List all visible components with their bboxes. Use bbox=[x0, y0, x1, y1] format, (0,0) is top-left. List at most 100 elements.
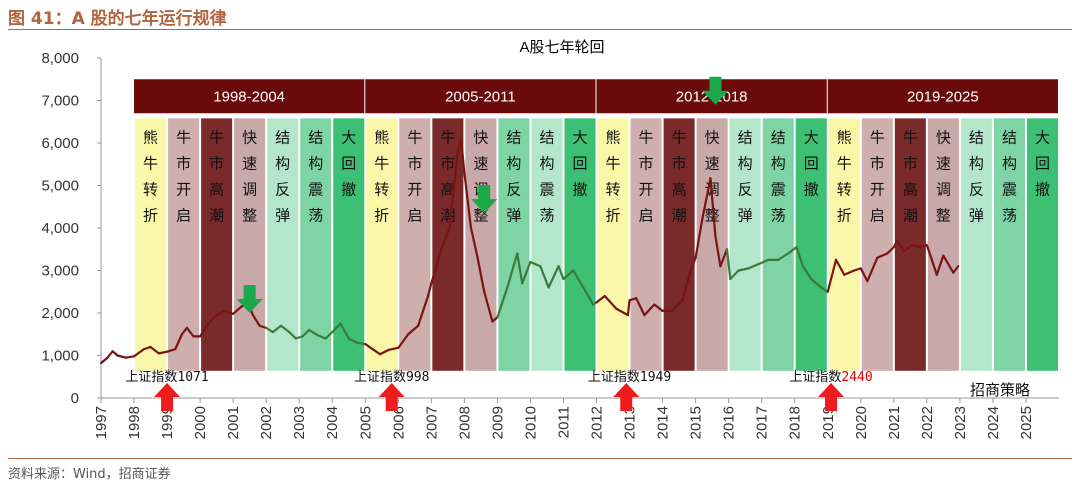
phase-label-char: 市 bbox=[209, 154, 224, 172]
phase-label-char: 结 bbox=[308, 128, 323, 146]
phase-label-char: 速 bbox=[473, 154, 488, 172]
phase-label-char: 牛 bbox=[209, 128, 224, 146]
y-tick-label: 0 bbox=[71, 390, 79, 407]
phase-band bbox=[663, 118, 695, 371]
index-line-segment bbox=[701, 177, 712, 221]
phase-label-char: 整 bbox=[242, 206, 257, 224]
phase-band bbox=[762, 118, 794, 371]
index-line-segment bbox=[626, 299, 631, 317]
annotation-prefix: 上证指数 bbox=[789, 370, 841, 385]
chart-svg: A股七年轮回 熊牛转折牛市开启牛市高潮快速调整结构反弹结构震荡大回撤熊牛转折牛市… bbox=[41, 39, 1059, 439]
index-line-segment bbox=[476, 256, 486, 293]
index-line-segment bbox=[301, 328, 311, 338]
phase-label-char: 构 bbox=[275, 154, 290, 172]
x-tick-label: 2013 bbox=[622, 406, 639, 439]
index-line-segment bbox=[747, 263, 760, 270]
index-line-segment bbox=[529, 260, 542, 268]
index-line-segment bbox=[725, 248, 732, 281]
phase-band bbox=[729, 118, 761, 371]
up-arrow-icon bbox=[154, 383, 181, 411]
phase-label-char: 折 bbox=[837, 206, 852, 224]
index-line-segment bbox=[506, 252, 519, 289]
x-tick-label: 2020 bbox=[853, 406, 870, 439]
index-line-segment bbox=[185, 326, 195, 338]
phase-label-char: 速 bbox=[705, 154, 720, 172]
index-line-segment bbox=[635, 297, 646, 317]
phase-label-char: 熊 bbox=[606, 128, 621, 146]
index-line-segment bbox=[116, 354, 127, 359]
index-line-segment bbox=[777, 252, 790, 261]
phase-band bbox=[960, 118, 992, 371]
phase-label-char: 熊 bbox=[374, 128, 389, 146]
cycle-bar bbox=[827, 79, 1058, 114]
phase-label-char: 荡 bbox=[308, 206, 323, 224]
phase-label-char: 弹 bbox=[506, 206, 521, 224]
phase-label-char: 快 bbox=[242, 128, 257, 146]
phase-label-char: 启 bbox=[639, 206, 654, 224]
phase-label-char: 牛 bbox=[903, 128, 918, 146]
phase-label-char: 快 bbox=[473, 128, 488, 146]
phase-label-char: 牛 bbox=[870, 128, 885, 146]
index-line-segment bbox=[339, 322, 350, 340]
phase-label-char: 震 bbox=[539, 180, 554, 198]
phase-label-char: 大 bbox=[572, 128, 587, 146]
index-line-segment bbox=[165, 348, 177, 353]
index-line-segment bbox=[483, 290, 494, 323]
index-line-segment bbox=[364, 342, 373, 350]
phase-label-char: 构 bbox=[969, 154, 984, 172]
index-line-segment bbox=[265, 326, 274, 334]
phase-label-char: 转 bbox=[837, 180, 852, 198]
index-line-segment bbox=[910, 243, 922, 249]
phase-label-char: 荡 bbox=[1002, 206, 1017, 224]
index-line-segment bbox=[199, 322, 210, 338]
phase-band bbox=[168, 118, 200, 371]
index-line-segment bbox=[316, 334, 327, 340]
phase-label-char: 启 bbox=[407, 206, 422, 224]
phase-label-char: 撤 bbox=[341, 180, 356, 198]
index-line-segment bbox=[279, 324, 291, 334]
phase-label-char: 市 bbox=[903, 154, 918, 172]
phase-label-char: 启 bbox=[176, 206, 191, 224]
phase-label-char: 潮 bbox=[672, 206, 687, 224]
phase-label-char: 速 bbox=[242, 154, 257, 172]
index-line-segment bbox=[223, 309, 235, 315]
phase-label-char: 快 bbox=[936, 128, 951, 146]
index-line-segment bbox=[379, 348, 390, 356]
index-line-segment bbox=[331, 322, 342, 334]
phase-label-char: 构 bbox=[771, 154, 786, 172]
x-tick-label: 2002 bbox=[258, 406, 275, 439]
index-line-segment bbox=[810, 277, 823, 289]
phase-label-char: 快 bbox=[705, 128, 720, 146]
index-line-segment bbox=[866, 256, 879, 283]
phase-label-char: 结 bbox=[1002, 128, 1017, 146]
index-line-segment bbox=[370, 347, 382, 356]
phase-band bbox=[1026, 118, 1058, 371]
phase-label-char: 市 bbox=[176, 154, 191, 172]
annotation-value: 1949 bbox=[640, 370, 671, 385]
phase-label-char: 撤 bbox=[1035, 180, 1050, 198]
index-line-segment bbox=[876, 252, 889, 259]
index-line-segment bbox=[251, 314, 261, 327]
index-line-segment bbox=[820, 286, 829, 293]
phase-label-char: 牛 bbox=[374, 154, 389, 172]
index-line-segment bbox=[106, 350, 114, 359]
index-line-segment bbox=[99, 356, 109, 365]
index-line-segment bbox=[714, 235, 722, 268]
index-line-segment bbox=[397, 333, 410, 349]
index-line-segment bbox=[886, 246, 895, 255]
phase-label-char: 市 bbox=[440, 154, 455, 172]
index-line-segment bbox=[719, 248, 729, 268]
phase-label-char: 开 bbox=[176, 180, 191, 198]
annotation-prefix: 上证指数 bbox=[125, 370, 177, 385]
x-tick-label: 2010 bbox=[522, 406, 539, 439]
title-divider bbox=[8, 29, 1072, 30]
index-line-segment bbox=[801, 265, 813, 281]
phase-label-char: 牛 bbox=[407, 128, 422, 146]
index-line-segment bbox=[603, 294, 618, 310]
phase-band bbox=[927, 118, 959, 371]
phase-label-char: 反 bbox=[506, 180, 521, 198]
phase-label-char: 熊 bbox=[837, 128, 852, 146]
phase-label-char: 大 bbox=[341, 128, 356, 146]
phase-band bbox=[795, 118, 827, 371]
phase-label-char: 构 bbox=[506, 154, 521, 172]
